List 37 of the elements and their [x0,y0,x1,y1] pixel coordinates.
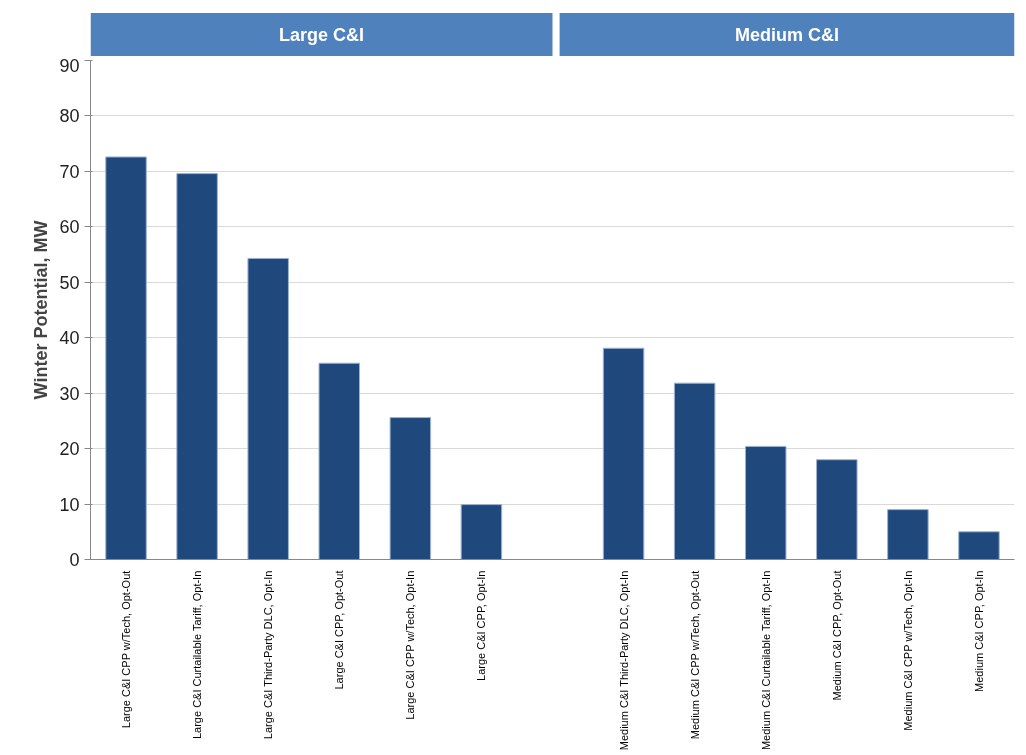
bar [318,362,361,560]
bar [389,417,432,560]
bar [460,504,503,560]
x-tick-label: Large C&I Curtailable Tariff, Opt-In [191,570,204,740]
bar [887,509,929,560]
y-tick-label: 0 [69,550,80,570]
x-tick-label: Large C&I CPP w/Tech, Opt-Out [120,570,133,729]
x-tick-label: Medium C&I Curtailable Tariff, Opt-In [759,570,772,751]
bar [176,173,218,560]
x-tick-label: Large C&I CPP w/Tech, Opt-In [404,570,417,720]
y-tick-label: 40 [59,328,80,349]
bar [247,257,289,560]
bar [816,459,858,560]
x-tick-label: Large C&I Third-Party DLC, Opt-In [262,570,275,740]
y-tick-label: 10 [59,494,80,515]
y-tick-label: 50 [59,272,80,293]
x-tick-label: Medium C&I CPP, Opt-In [972,570,985,692]
y-tick-label: 80 [59,106,80,127]
y-tick-label: 20 [59,439,80,460]
x-tick-label: Large C&I CPP, Opt-Out [333,570,346,690]
y-axis-title: Winter Potential, MW [31,220,52,400]
text: Large C&I [278,24,365,45]
x-tick-label: Medium C&I CPP, Opt-Out [830,570,843,701]
bar [105,156,147,560]
bar [744,445,787,560]
y-tick-label: 70 [59,161,80,182]
y-tick-label: 90 [59,55,80,76]
bar [673,382,716,560]
y-tick-label: 60 [59,217,80,238]
x-tick-label: Large C&I CPP, Opt-In [475,570,488,681]
x-tick-label: Medium C&I CPP w/Tech, Opt-Out [688,570,701,740]
x-tick-label: Medium C&I Third-Party DLC, Opt-In [617,570,630,751]
text: Medium C&I [735,24,840,45]
bar [958,531,1000,560]
bar [602,347,645,560]
y-tick-label: 30 [59,383,80,404]
x-tick-label: Medium C&I CPP w/Tech, Opt-In [901,570,914,731]
